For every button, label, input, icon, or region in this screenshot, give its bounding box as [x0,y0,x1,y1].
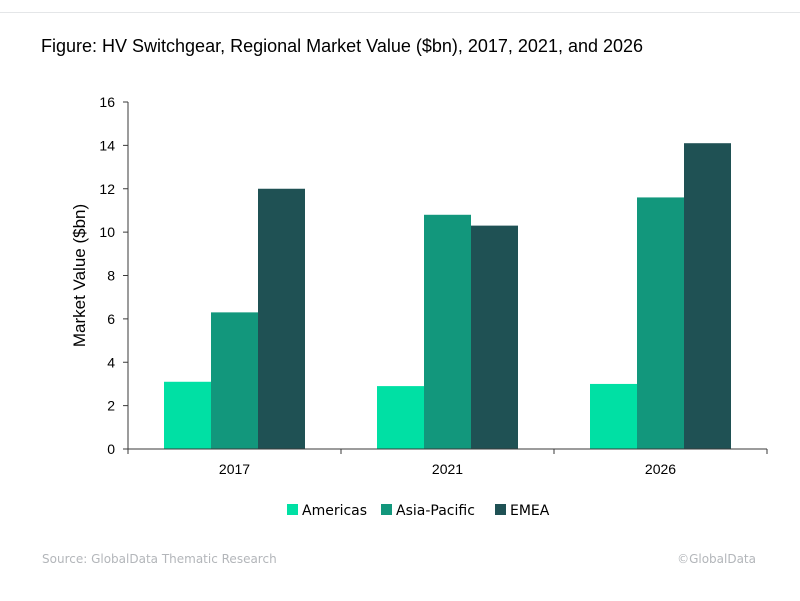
legend: Americas Asia-Pacific EMEA [287,503,550,519]
legend-label: Asia-Pacific [396,503,475,519]
y-tick-label: 12 [99,181,115,197]
bar-emea-2017 [258,188,305,449]
legend-label: EMEA [510,503,550,519]
x-tick-label: 2017 [219,461,250,477]
bar-asia-pacific-2021 [424,214,471,449]
legend-swatch-americas [287,504,298,515]
bar-americas-2017 [164,381,211,449]
y-tick-label: 0 [107,441,115,457]
y-axis-title: Market Value ($bn) [70,204,89,347]
y-tick-label: 2 [107,398,115,414]
source-note: Source: GlobalData Thematic Research [42,552,277,566]
y-tick-label: 16 [99,94,115,110]
bar-emea-2021 [471,225,518,449]
y-tick-label: 10 [99,224,115,240]
x-tick-label: 2021 [432,461,463,477]
y-tick-label: 6 [107,311,115,327]
x-tick-label: 2026 [645,461,676,477]
legend-label: Americas [302,503,367,519]
bar-emea-2026 [684,143,731,450]
y-tick-label: 14 [99,137,115,153]
top-divider [0,12,800,13]
legend-swatch-asia-pacific [381,504,392,515]
bar-asia-pacific-2026 [637,197,684,449]
legend-swatch-emea [495,504,506,515]
chart-title: Figure: HV Switchgear, Regional Market V… [41,36,644,56]
bar-asia-pacific-2017 [211,312,258,449]
y-tick-label: 8 [107,268,115,284]
y-tick-label: 4 [107,354,115,370]
bar-group [164,143,731,450]
copyright-note: ©GlobalData [677,552,756,566]
bar-americas-2026 [590,383,637,449]
bar-americas-2021 [377,386,424,449]
axes: 0 2 4 6 8 10 12 14 16 2017 2021 2026 Market Value ($… [70,94,768,477]
